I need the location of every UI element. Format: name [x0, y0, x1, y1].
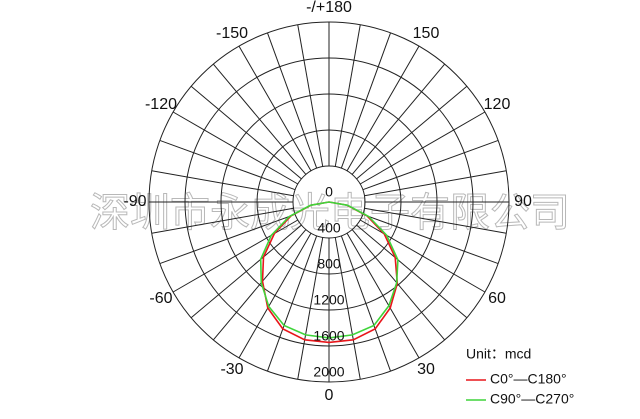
radial-grid-line	[212, 63, 307, 175]
r-tick-label: 0	[325, 184, 333, 200]
r-tick-label: 1200	[313, 292, 344, 308]
theta-tick-label: -120	[145, 96, 177, 113]
radial-grid-line	[212, 229, 307, 341]
theta-tick-label: -150	[216, 25, 248, 42]
theta-tick-label: 150	[413, 25, 440, 42]
radial-grid-line	[364, 170, 507, 197]
radial-grid-line	[362, 213, 499, 265]
radial-grid-line	[151, 170, 294, 197]
radial-grid-line	[159, 139, 296, 191]
radial-grid-line	[266, 32, 318, 169]
theta-tick-label: 30	[417, 361, 435, 378]
radial-grid-line	[190, 85, 302, 180]
radial-grid-line	[172, 111, 299, 185]
radial-grid-line	[190, 224, 302, 319]
theta-tick-label: -/+180	[306, 0, 352, 16]
r-tick-label: 1600	[313, 328, 344, 344]
radial-grid-line	[351, 63, 446, 175]
radial-grid-line	[334, 237, 361, 380]
unit-label: Unit：mcd	[466, 346, 531, 362]
radial-grid-line	[362, 139, 499, 191]
legend-label: C0°—C180°	[490, 371, 567, 387]
radial-grid-line	[346, 45, 420, 172]
radial-grid-line	[359, 111, 486, 185]
radial-grid-line	[364, 207, 507, 234]
theta-tick-label: -30	[220, 361, 243, 378]
series-line	[259, 201, 399, 339]
radial-grid-line	[238, 232, 312, 359]
theta-tick-label: -90	[123, 193, 146, 210]
radial-grid-line	[266, 235, 318, 372]
radial-grid-line	[297, 24, 324, 167]
radial-grid-line	[297, 237, 324, 380]
r-tick-label: 400	[317, 220, 341, 236]
legend-label: C90°—C270°	[490, 391, 574, 407]
radial-grid-line	[159, 213, 296, 265]
r-tick-label: 800	[317, 256, 341, 272]
theta-tick-label: 90	[514, 193, 532, 210]
radial-grid-line	[356, 224, 468, 319]
radial-grid-line	[359, 219, 486, 293]
radial-grid-line	[340, 32, 392, 169]
theta-tick-label: 120	[484, 96, 511, 113]
radial-grid-line	[334, 24, 361, 167]
watermark: 深圳市永成光电子有限公司	[90, 190, 570, 236]
theta-tick-label: 60	[488, 290, 506, 307]
r-tick-label: 2000	[313, 364, 344, 380]
radial-grid-line	[346, 232, 420, 359]
theta-tick-label: -60	[149, 290, 172, 307]
radial-grid-line	[356, 85, 468, 180]
theta-tick-label: 0	[325, 387, 334, 404]
radial-grid-line	[172, 219, 299, 293]
radial-grid-line	[238, 45, 312, 172]
radial-grid-line	[351, 229, 446, 341]
radial-grid-line	[340, 235, 392, 372]
series-line	[261, 201, 399, 344]
radial-grid-line	[151, 207, 294, 234]
